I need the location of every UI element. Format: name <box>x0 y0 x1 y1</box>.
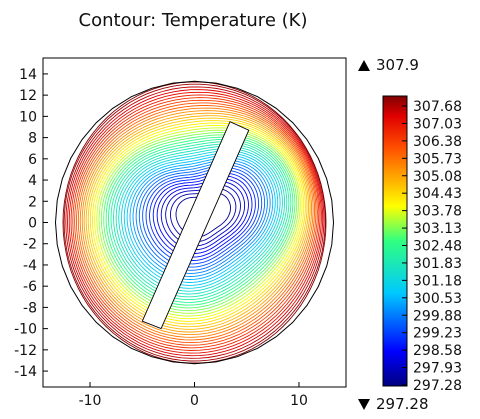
y-tick-label: -2 <box>23 237 37 253</box>
contour-line <box>67 89 324 357</box>
y-tick-label: -14 <box>14 364 37 380</box>
colorbar-max-value: 307.9 <box>376 56 419 74</box>
y-tick-label: -12 <box>14 343 37 359</box>
y-tick-label: -4 <box>23 258 37 274</box>
colorbar-max-indicator: 307.9 <box>358 56 419 74</box>
colorbar-tick-label: 301.18 <box>413 273 462 289</box>
y-tick-label: 12 <box>19 88 37 104</box>
x-axis-ticks: -10 0 10 <box>79 382 308 409</box>
colorbar-tick-label: 298.58 <box>413 343 462 359</box>
y-tick-label: 14 <box>19 67 37 83</box>
contour-line <box>75 102 317 344</box>
colorbar-tick-label: 299.88 <box>413 308 462 324</box>
x-tick-label: 0 <box>190 393 199 409</box>
contour-line <box>87 117 308 328</box>
contour-line <box>81 110 313 336</box>
contour-line <box>89 120 306 325</box>
colorbar-tick-label: 304.43 <box>413 186 462 202</box>
boundary-line <box>54 80 334 365</box>
colorbar-min-indicator: 297.28 <box>358 395 429 413</box>
colorbar-tick-label: 300.53 <box>413 291 462 307</box>
y-tick-label: 6 <box>28 152 37 168</box>
colorbar-tick-label: 303.78 <box>413 204 462 220</box>
domain-boundary <box>54 80 334 365</box>
colorbar-tick-label: 305.73 <box>413 151 462 167</box>
hole-shape <box>141 121 250 330</box>
y-tick-label: 4 <box>28 173 37 189</box>
contour-line <box>77 105 316 341</box>
y-tick-label: -10 <box>14 322 37 338</box>
y-tick-label: -6 <box>23 279 37 295</box>
colorbar-tick-label: 307.68 <box>413 99 462 115</box>
x-tick-label: -10 <box>79 393 102 409</box>
y-tick-label: -8 <box>23 300 37 316</box>
slot-hole <box>141 121 250 330</box>
contour-line <box>62 81 327 364</box>
y-tick-label: 2 <box>28 194 37 210</box>
triangle-up-icon <box>358 60 370 71</box>
colorbar-tick-label: 303.13 <box>413 221 462 237</box>
y-tick-label: 0 <box>28 216 37 232</box>
contour-line <box>68 91 322 354</box>
colorbar-tick-label: 305.08 <box>413 169 462 185</box>
contour-line <box>85 115 310 330</box>
colorbar-tick-label: 299.23 <box>413 326 462 342</box>
contour-line <box>63 83 326 362</box>
chart-title: Contour: Temperature (K) <box>78 10 308 31</box>
colorbar-tick-label: 301.83 <box>413 256 462 272</box>
colorbar-tick-label: 297.93 <box>413 361 462 377</box>
colorbar-tick-label: 297.28 <box>413 378 462 394</box>
y-axis-ticks: 14 12 10 8 6 4 2 0 -2 -4 -6 -8 -10 -12 -14 <box>14 67 48 380</box>
contour-line <box>72 97 320 349</box>
x-tick-label: 10 <box>290 393 308 409</box>
y-tick-label: 10 <box>19 109 37 125</box>
contour-line <box>70 94 321 351</box>
colorbar-tick-label: 306.38 <box>413 134 462 150</box>
contour-line <box>83 112 311 333</box>
colorbar-min-value: 297.28 <box>376 395 429 413</box>
triangle-down-icon <box>358 399 370 410</box>
contour-line <box>65 86 325 359</box>
colorbar-tick-label: 307.03 <box>413 116 462 132</box>
colorbar <box>382 95 408 387</box>
colorbar-tick-label: 302.48 <box>413 239 462 255</box>
y-tick-label: 8 <box>28 131 37 147</box>
contour-line <box>74 99 318 346</box>
contour-line <box>79 107 314 338</box>
contour-line <box>91 122 305 322</box>
